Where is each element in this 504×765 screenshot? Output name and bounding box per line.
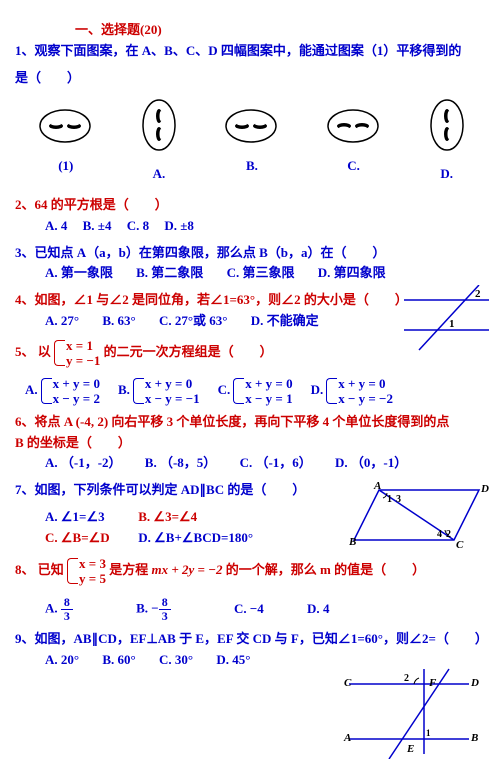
svg-text:F: F [428, 677, 437, 689]
svg-text:C: C [456, 539, 464, 550]
q9-c: C. 30° [159, 650, 193, 671]
q3: 3、已知点 A（a，b）在第四象限，那么点 B（b，a）在（ ） A. 第一象限… [15, 243, 489, 285]
q7-text: 如图，下列条件可以判定 AD∥BC 的是（ ） [35, 482, 306, 497]
svg-text:A: A [343, 732, 351, 744]
q5-opt: B. x + y = 0x − y = −1 [118, 376, 200, 406]
q3-b: B. 第二象限 [136, 263, 203, 284]
svg-text:E: E [406, 743, 414, 755]
section-heading: 一、选择题(20) [15, 20, 489, 41]
q8-suffix: 的一个解，那么 m 的值是（ ） [226, 562, 425, 577]
q9-a: A. 20° [45, 650, 79, 671]
q4-b: B. 63° [102, 311, 135, 332]
q8-formula: mx + 2y = −2 [151, 562, 222, 577]
q8-a: A. 83 [45, 596, 113, 623]
q9-d: D. 45° [216, 650, 250, 671]
q8: 8、 已知 x = 3 y = 5 是方程 mx + 2y = −2 的一个解，… [15, 556, 489, 623]
q8-prefix: 已知 [38, 562, 64, 577]
face-item: A. [140, 98, 178, 185]
q3-text: 已知点 A（a，b）在第四象限，那么点 B（b，a）在（ ） [35, 245, 386, 260]
q8-b: B. −83 [136, 596, 211, 623]
svg-text:D: D [470, 677, 479, 689]
q9-diagram: C D A B F E 2 1 [339, 664, 479, 759]
q3-c: C. 第三象限 [227, 263, 295, 284]
q7-num: 7、 [15, 482, 35, 497]
q8-opts: A. 83 B. −83 C. −4 D. 4 [15, 596, 489, 623]
q5-opt: A. x + y = 0x − y = 2 [25, 376, 100, 406]
q6: 6、将点 A (-4, 2) 向右平移 3 个单位长度，再向下平移 4 个单位长… [15, 412, 489, 474]
q7-d: D. ∠B+∠BCD=180° [138, 528, 253, 549]
q4-text: 如图，∠1 与∠2 是同位角，若∠1=63°，则∠2 的大小是（ ） [35, 292, 408, 307]
q6-text: 将点 A (-4, 2) 向右平移 3 个单位长度，再向下平移 4 个单位长度得… [35, 414, 450, 429]
svg-text:B: B [470, 732, 478, 744]
q5: 5、 以 x = 1 y = −1 的二元一次方程组是（ ） A. x + y … [15, 338, 489, 406]
q5-suffix: 的二元一次方程组是（ ） [104, 344, 273, 359]
q6-a: A. （-1，-2） [45, 453, 122, 474]
q9: 9、如图，AB∥CD，EF⊥AB 于 E，EF 交 CD 与 F，已知∠1=60… [15, 629, 489, 739]
q2-c: C. 8 [127, 216, 149, 237]
q7-diagram: A D B C 1 3 4 2 [349, 480, 489, 550]
q5-brace: x = 1 y = −1 [54, 338, 100, 368]
q1-text: 观察下面图案，在 A、B、C、D 四幅图案中，能通过图案（1）平移得到的 [35, 43, 462, 58]
q5-opt: D. x + y = 0x − y = −2 [311, 376, 393, 406]
q3-opts: A. 第一象限 B. 第二象限 C. 第三象限 D. 第四象限 [15, 263, 489, 284]
q1: 1、观察下面图案，在 A、B、C、D 四幅图案中，能通过图案（1）平移得到的 是… [15, 41, 489, 185]
q4: 4、如图，∠1 与∠2 是同位角，若∠1=63°，则∠2 的大小是（ ） A. … [15, 290, 489, 332]
svg-text:3: 3 [396, 494, 401, 505]
q8-d: D. 4 [307, 599, 349, 620]
svg-text:C: C [344, 677, 352, 689]
svg-text:A: A [373, 480, 381, 492]
q1-num: 1、 [15, 43, 35, 58]
q7-c: C. ∠B=∠D [45, 528, 135, 549]
q4-a: A. 27° [45, 311, 79, 332]
q2: 2、64 的平方根是（ ） A. 4 B. ±4 C. 8 D. ±8 [15, 195, 489, 237]
q8-c: C. −4 [234, 599, 284, 620]
q8-brace: x = 3 y = 5 [67, 556, 106, 586]
q6-opts: A. （-1，-2） B. （-8，5） C. （-1，6） D. （0，-1） [15, 453, 489, 474]
q6-b: B. （-8，5） [145, 453, 217, 474]
svg-text:1: 1 [449, 318, 455, 330]
face-item: B. [224, 107, 279, 177]
q9-b: B. 60° [102, 650, 135, 671]
q5-opts: A. x + y = 0x − y = 2 B. x + y = 0x − y =… [15, 376, 489, 406]
q8-mid: 是方程 [109, 562, 148, 577]
svg-text:1: 1 [387, 494, 392, 505]
q4-c: C. 27°或 63° [159, 311, 228, 332]
q4-d: D. 不能确定 [251, 311, 319, 332]
svg-text:2: 2 [475, 288, 481, 300]
q6-c: C. （-1，6） [240, 453, 312, 474]
q2-a: A. 4 [45, 216, 67, 237]
q1-faces: (1) A. B. C. D. [15, 98, 489, 185]
face-item: (1) [38, 107, 93, 177]
q7-b: B. ∠3=∠4 [138, 507, 197, 528]
q8-num: 8、 [15, 562, 35, 577]
svg-text:D: D [480, 483, 489, 495]
q6-text2: B 的坐标是（ ） [15, 433, 489, 454]
svg-text:2: 2 [404, 673, 409, 684]
q2-d: D. ±8 [164, 216, 194, 237]
q9-text: 如图，AB∥CD，EF⊥AB 于 E，EF 交 CD 与 F，已知∠1=60°，… [35, 631, 488, 646]
q3-d: D. 第四象限 [318, 263, 386, 284]
q4-num: 4、 [15, 292, 35, 307]
svg-text:4: 4 [437, 529, 442, 540]
q3-a: A. 第一象限 [45, 263, 113, 284]
q7-a: A. ∠1=∠3 [45, 507, 135, 528]
svg-text:B: B [349, 536, 356, 548]
svg-text:1: 1 [426, 728, 431, 738]
q1-text2: 是（ ） [15, 68, 489, 89]
face-item: D. [428, 98, 466, 185]
q3-num: 3、 [15, 245, 35, 260]
q2-opts: A. 4 B. ±4 C. 8 D. ±8 [15, 216, 489, 237]
q7: 7、如图，下列条件可以判定 AD∥BC 的是（ ） A. ∠1=∠3 B. ∠3… [15, 480, 489, 550]
q2-num: 2、 [15, 197, 35, 212]
q5-prefix: 以 [38, 344, 51, 359]
q9-num: 9、 [15, 631, 35, 646]
q2-text: 64 的平方根是（ ） [35, 197, 168, 212]
q6-d: D. （0，-1） [335, 453, 407, 474]
face-item: C. [326, 107, 381, 177]
q6-num: 6、 [15, 414, 35, 429]
q2-b: B. ±4 [83, 216, 112, 237]
q5-num: 5、 [15, 344, 35, 359]
q5-opt: C. x + y = 0x − y = 1 [218, 376, 293, 406]
